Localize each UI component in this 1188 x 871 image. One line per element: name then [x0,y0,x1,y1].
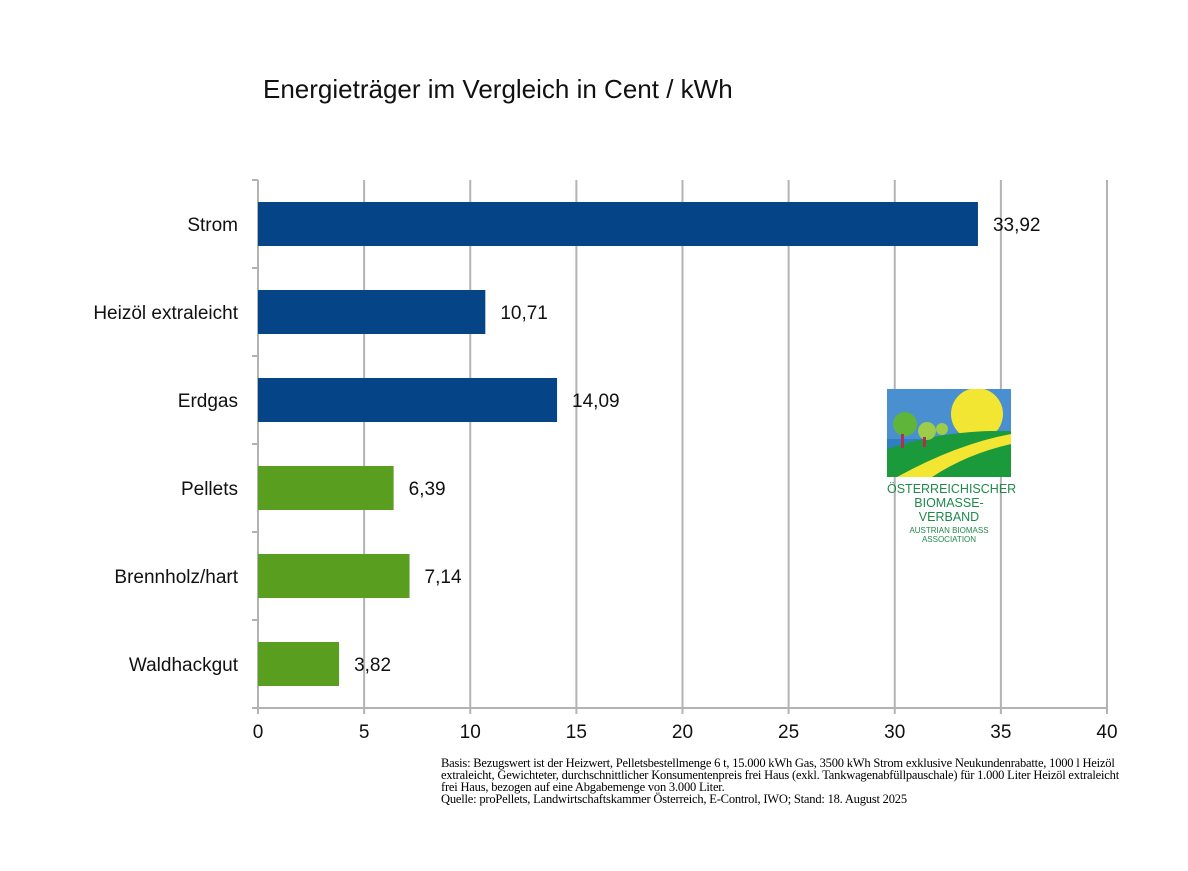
bar-0 [258,202,978,246]
x-tick-label: 30 [884,722,905,743]
footnote-source: Quelle: proPellets, Landwirtschaftskamme… [441,792,907,806]
footnote: Basis: Bezugswert ist der Heizwert, Pell… [441,756,1121,806]
x-tick-label: 15 [566,722,587,743]
bar-5 [258,642,340,686]
biomasse-verband-logo: Österreichischer Biomasse-Verband Austri… [887,388,1017,544]
data-label: 33,92 [993,215,1041,236]
data-label: 6,39 [409,479,446,500]
bar-3 [258,466,394,510]
logo-text-line2: Biomasse-Verband [914,496,984,524]
data-label: 14,09 [572,391,620,412]
logo-text-line3: Austrian Biomass Association [909,526,989,544]
footnote-basis: Basis: Bezugswert ist der Heizwert, Pell… [441,756,1119,794]
category-label: Heizöl extraleicht [93,303,238,324]
data-label: 10,71 [500,303,548,324]
logo-image [887,388,1011,477]
category-label: Brennholz/hart [114,567,238,588]
category-label: Waldhackgut [129,655,239,676]
category-label: Erdgas [178,391,238,412]
x-tick-label: 5 [359,722,370,743]
x-tick-label: 35 [990,722,1011,743]
category-label: Pellets [181,479,238,500]
x-tick-label: 20 [672,722,693,743]
data-label: 3,82 [354,655,391,676]
x-tick-label: 10 [460,722,481,743]
x-tick-label: 40 [1096,722,1117,743]
category-label: Strom [187,215,238,236]
bar-1 [258,290,486,334]
logo-text-line1: Österreichischer [887,482,1017,496]
x-tick-label: 25 [778,722,799,743]
bar-4 [258,554,410,598]
chart-title: Energieträger im Vergleich in Cent / kWh [263,74,733,104]
x-tick-label: 0 [253,722,264,743]
data-label: 7,14 [425,567,462,588]
bar-2 [258,378,558,422]
